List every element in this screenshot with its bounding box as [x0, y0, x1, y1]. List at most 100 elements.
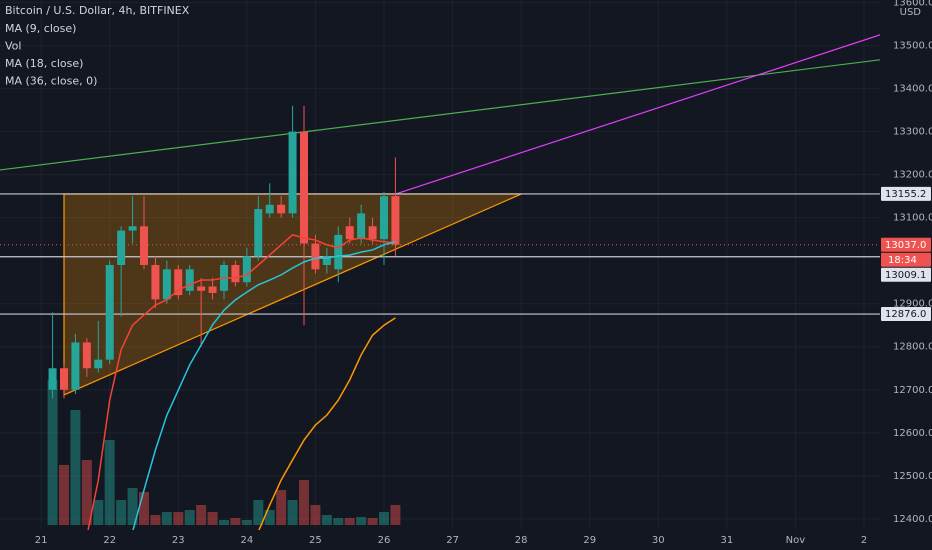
candle-body	[140, 226, 148, 265]
volume-bar	[47, 380, 58, 525]
candle-body	[197, 286, 206, 291]
candle-body	[71, 342, 80, 390]
trend-line	[0, 59, 880, 171]
volume-bar	[241, 520, 252, 525]
volume-bar	[356, 517, 367, 525]
countdown-label: 18:34	[888, 255, 917, 266]
y-tick-label: 12800.0	[893, 342, 932, 353]
x-tick-label: 2	[861, 535, 867, 546]
chart-title: Bitcoin / U.S. Dollar, 4h, BITFINEX	[5, 4, 190, 17]
volume-bar	[264, 510, 275, 525]
volume-bar	[310, 505, 321, 525]
price-label: 13155.2	[885, 189, 926, 200]
countdown-box	[881, 252, 931, 267]
volume-bar	[59, 465, 69, 525]
x-tick-label: 31	[720, 535, 733, 546]
volume-bar	[367, 518, 378, 525]
volume-bar	[333, 518, 344, 525]
volume-bar	[127, 488, 138, 525]
x-tick-label: 25	[309, 535, 322, 546]
candle-body	[380, 196, 388, 240]
moving-average	[132, 241, 396, 530]
y-tick-label: 12500.0	[893, 471, 932, 482]
volume-bar	[379, 512, 389, 525]
legend-entry: Vol	[5, 40, 21, 53]
y-tick-label: 12700.0	[893, 385, 932, 396]
candle-body	[277, 204, 286, 214]
x-tick-label: 29	[583, 535, 596, 546]
candle-body	[185, 269, 194, 291]
candle-body	[345, 226, 354, 240]
legend-entry: MA (18, close)	[5, 57, 83, 70]
y-tick-label: 13600.0	[893, 0, 932, 9]
candle-body	[357, 213, 366, 240]
x-tick-label: 24	[240, 535, 253, 546]
volume-bar	[219, 520, 229, 525]
volume-bar	[173, 512, 184, 525]
price-label: 12876.0	[885, 309, 926, 320]
x-tick-label: 22	[103, 535, 116, 546]
candle-body	[82, 342, 91, 369]
candle-body	[288, 131, 297, 214]
legend-entry: MA (9, close)	[5, 22, 76, 35]
volume-bar	[70, 410, 81, 525]
y-tick-label: 12400.0	[893, 514, 932, 525]
volume-bar	[184, 510, 195, 525]
candle-body	[254, 209, 263, 257]
candle-body	[117, 230, 126, 265]
volume-bar	[287, 500, 298, 525]
candle-body	[174, 269, 183, 296]
currency: USD	[900, 7, 922, 18]
candle-body	[242, 256, 251, 283]
volume-bar	[161, 512, 172, 525]
candle-body	[300, 131, 308, 244]
trend-line	[395, 34, 880, 195]
volume-bar	[116, 500, 127, 525]
x-tick-label: 26	[378, 535, 391, 546]
last-price-label: 13037.0	[885, 240, 926, 251]
volume-bar	[139, 492, 149, 525]
y-tick-label: 12900.0	[893, 299, 932, 310]
y-tick-label: 13400.0	[893, 84, 932, 95]
y-tick-label: 13500.0	[893, 41, 932, 52]
candle-body	[231, 265, 240, 283]
volume-bar	[207, 512, 218, 525]
volume-bar	[321, 515, 332, 525]
candle-body	[334, 234, 343, 270]
candle-body	[94, 359, 103, 369]
volume-bar	[81, 460, 92, 525]
candle-body	[128, 226, 137, 231]
candle-body	[151, 265, 160, 300]
volume-bar	[299, 480, 309, 525]
axes: 13600.0 13500.0 13400.0 13300.0 13200.0 13100…	[5, 0, 932, 550]
y-tick-label: 13100.0	[893, 213, 932, 224]
y-tick-label: 13300.0	[893, 127, 932, 138]
candle-body	[368, 226, 377, 240]
moving-average	[258, 317, 396, 530]
x-tick-label: Nov	[786, 535, 806, 546]
price-label-box	[881, 267, 931, 282]
x-tick-label: 30	[652, 535, 665, 546]
price-label-box	[881, 307, 931, 322]
plot-area	[0, 0, 880, 530]
candle-body	[311, 243, 320, 270]
volume-bar	[390, 505, 401, 525]
candle-body	[391, 196, 400, 245]
candle-body	[60, 368, 68, 390]
volume-bar	[93, 500, 104, 525]
volume-bar	[150, 515, 161, 525]
price-label-box	[881, 186, 931, 201]
last-price-box	[881, 237, 931, 252]
candle-body	[48, 368, 57, 390]
volume-bar	[230, 518, 241, 525]
candle-body	[322, 256, 331, 265]
candle-body	[105, 265, 114, 360]
x-tick-label: 21	[35, 535, 48, 546]
x-tick-label: 28	[515, 535, 528, 546]
x-tick-label: 23	[172, 535, 185, 546]
y-tick-label: 13200.0	[893, 170, 932, 181]
volume-bar	[104, 440, 115, 525]
moving-average	[87, 234, 396, 530]
x-tick-label: 27	[446, 535, 459, 546]
